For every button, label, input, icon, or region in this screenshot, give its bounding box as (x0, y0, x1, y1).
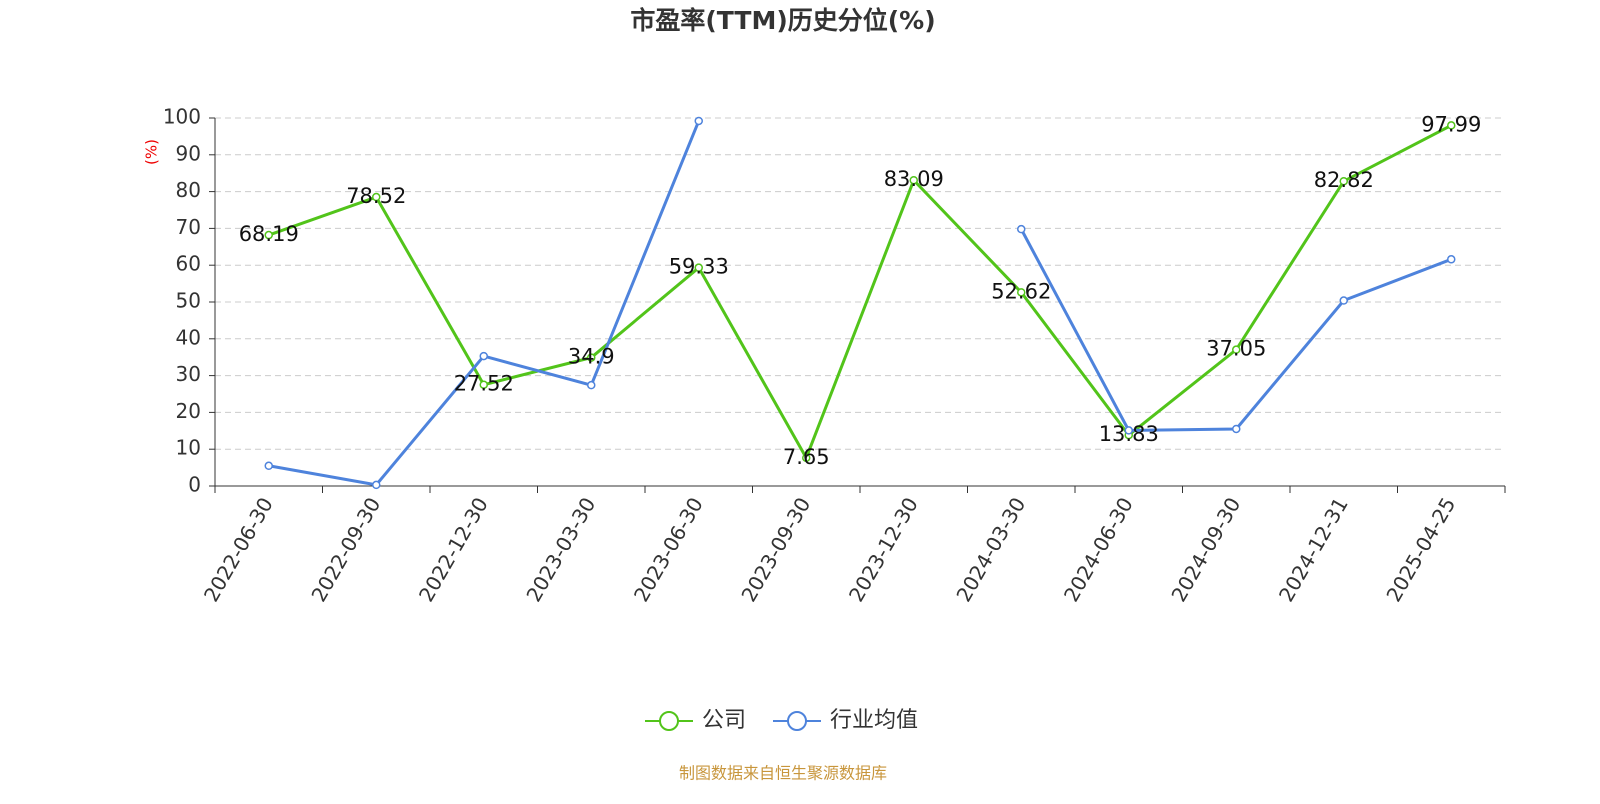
x-tick-label: 2025-04-25 (1381, 493, 1460, 606)
point (1339, 296, 1348, 305)
y-tick-label: 0 (188, 473, 201, 497)
point (479, 380, 488, 389)
data-label: 82.82 (1314, 168, 1374, 192)
point (264, 230, 273, 240)
x-tick-label: 2022-06-30 (199, 493, 278, 606)
data-label: 83.09 (884, 167, 944, 191)
point (264, 461, 273, 471)
data-label: 78.52 (346, 184, 406, 208)
x-tick-label: 2024-09-30 (1166, 493, 1245, 606)
point (587, 380, 596, 390)
point (694, 116, 703, 126)
legend-label: 行业均值 (830, 708, 918, 733)
x-tick-label: 2023-06-30 (629, 493, 708, 606)
x-tick-label: 2023-09-30 (736, 493, 815, 606)
y-tick-label: 50 (176, 289, 201, 313)
legend-marker (659, 711, 679, 731)
series-line (268, 120, 1452, 487)
data-label: 7.65 (783, 445, 830, 469)
y-tick-label: 10 (176, 436, 201, 460)
y-axis-label: (%) (143, 139, 161, 165)
point (479, 351, 488, 361)
x-tick-label: 2024-03-30 (951, 493, 1030, 606)
y-tick-label: 60 (176, 252, 201, 276)
legend-label: 公司 (702, 708, 746, 733)
x-tick-label: 2022-12-30 (414, 493, 493, 606)
x-tick-label: 2023-12-30 (844, 493, 923, 606)
x-tick-label: 2024-06-30 (1059, 493, 1138, 606)
point (372, 192, 381, 202)
point (1339, 176, 1348, 186)
data-label: 52.62 (991, 279, 1051, 303)
point (587, 353, 596, 362)
data-label: 13.83 (1099, 422, 1159, 446)
data-label: 37.05 (1206, 337, 1266, 361)
point (1017, 224, 1026, 234)
data-label: 68.19 (239, 222, 299, 246)
point (694, 263, 703, 272)
point (372, 480, 381, 490)
point (802, 453, 811, 463)
point (909, 175, 918, 185)
point (1447, 121, 1456, 130)
y-tick-label: 20 (176, 399, 201, 423)
chart-title: 市盈率(TTM)历史分位(%) (630, 6, 935, 35)
x-tick-label: 2022-09-30 (306, 493, 385, 606)
y-tick-label: 40 (176, 325, 201, 349)
data-label: 59.33 (669, 255, 729, 279)
point (1447, 255, 1456, 264)
y-tick-label: 70 (176, 215, 201, 239)
legend-marker (787, 711, 807, 731)
y-tick-label: 90 (176, 141, 201, 165)
data-label: 27.52 (454, 372, 514, 396)
x-tick-label: 2023-03-30 (521, 493, 600, 606)
x-tick-label: 2024-12-31 (1274, 493, 1353, 606)
data-label: 34.9 (568, 345, 615, 369)
y-tick-label: 30 (176, 362, 201, 386)
point (1232, 424, 1241, 434)
series-line (268, 124, 1452, 462)
y-tick-label: 100 (163, 105, 201, 129)
point (1232, 345, 1241, 354)
y-tick-label: 80 (176, 178, 201, 202)
point (1124, 426, 1133, 435)
data-label: 97.99 (1421, 112, 1481, 136)
source-note: 制图数据来自恒生聚源数据库 (679, 764, 887, 783)
point (1017, 288, 1026, 297)
